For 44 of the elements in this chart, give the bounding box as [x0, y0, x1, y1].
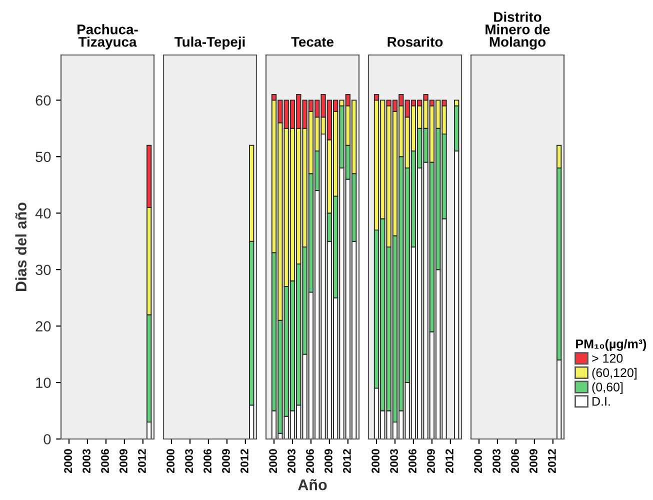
y-axis-title: Dias del año	[15, 202, 26, 291]
x-tick-label: 2012	[240, 449, 248, 474]
x-tick-label: 2006	[408, 449, 416, 474]
chart-title: Distrito Minero de Molango	[486, 12, 550, 50]
x-tick-label: 2003	[288, 449, 296, 474]
x-tick-label: 2009	[120, 449, 128, 474]
y-tick-label: 50	[36, 152, 51, 162]
legend-title: PM₁₀(µg/m³)	[576, 339, 646, 351]
x-tick-label: 2000	[269, 449, 277, 474]
y-tick-label: 20	[36, 321, 51, 332]
x-tick-label: 2000	[372, 449, 380, 474]
x-tick-label: 2003	[185, 449, 193, 474]
legend-label: (60,120]	[592, 368, 636, 380]
x-tick-label: 2006	[306, 449, 314, 474]
legend-label: D.I.	[592, 397, 610, 406]
chart-title: Tula-Tepeji	[174, 36, 245, 50]
x-tick-label: 2006	[511, 449, 519, 474]
legend-label: > 120	[592, 354, 623, 363]
y-tick-label: 40	[35, 208, 51, 219]
x-tick-label: 2000	[64, 449, 72, 474]
y-tick-label: 0	[44, 434, 51, 444]
x-tick-label: 2012	[446, 449, 454, 474]
x-tick-label: 2003	[82, 449, 90, 474]
y-tick-label: 30	[36, 264, 51, 276]
y-tick-label: 10	[36, 378, 51, 388]
x-tick-label: 2009	[427, 449, 435, 474]
x-tick-label: 2000	[474, 449, 482, 474]
chart-title: Pachuca- Tizayuca	[78, 24, 138, 50]
x-tick-label: 2009	[530, 449, 538, 474]
x-tick-label: 2000	[166, 449, 174, 474]
x-tick-label: 2012	[138, 449, 146, 474]
x-tick-label: 2003	[492, 449, 500, 474]
x-tick-label: 2006	[204, 449, 212, 474]
x-axis-title: Año	[298, 479, 327, 490]
x-tick-label: 2009	[222, 449, 230, 474]
x-tick-label: 2003	[390, 449, 398, 474]
y-tick-label: 60	[36, 95, 51, 106]
legend-label: (0,60]	[592, 382, 623, 394]
x-tick-label: 2012	[548, 449, 556, 474]
chart-title: Tecate	[291, 37, 334, 47]
x-tick-label: 2006	[101, 449, 109, 474]
chart-title: Rosarito	[388, 36, 443, 47]
x-tick-label: 2012	[343, 449, 351, 474]
x-tick-label: 2009	[324, 449, 332, 474]
